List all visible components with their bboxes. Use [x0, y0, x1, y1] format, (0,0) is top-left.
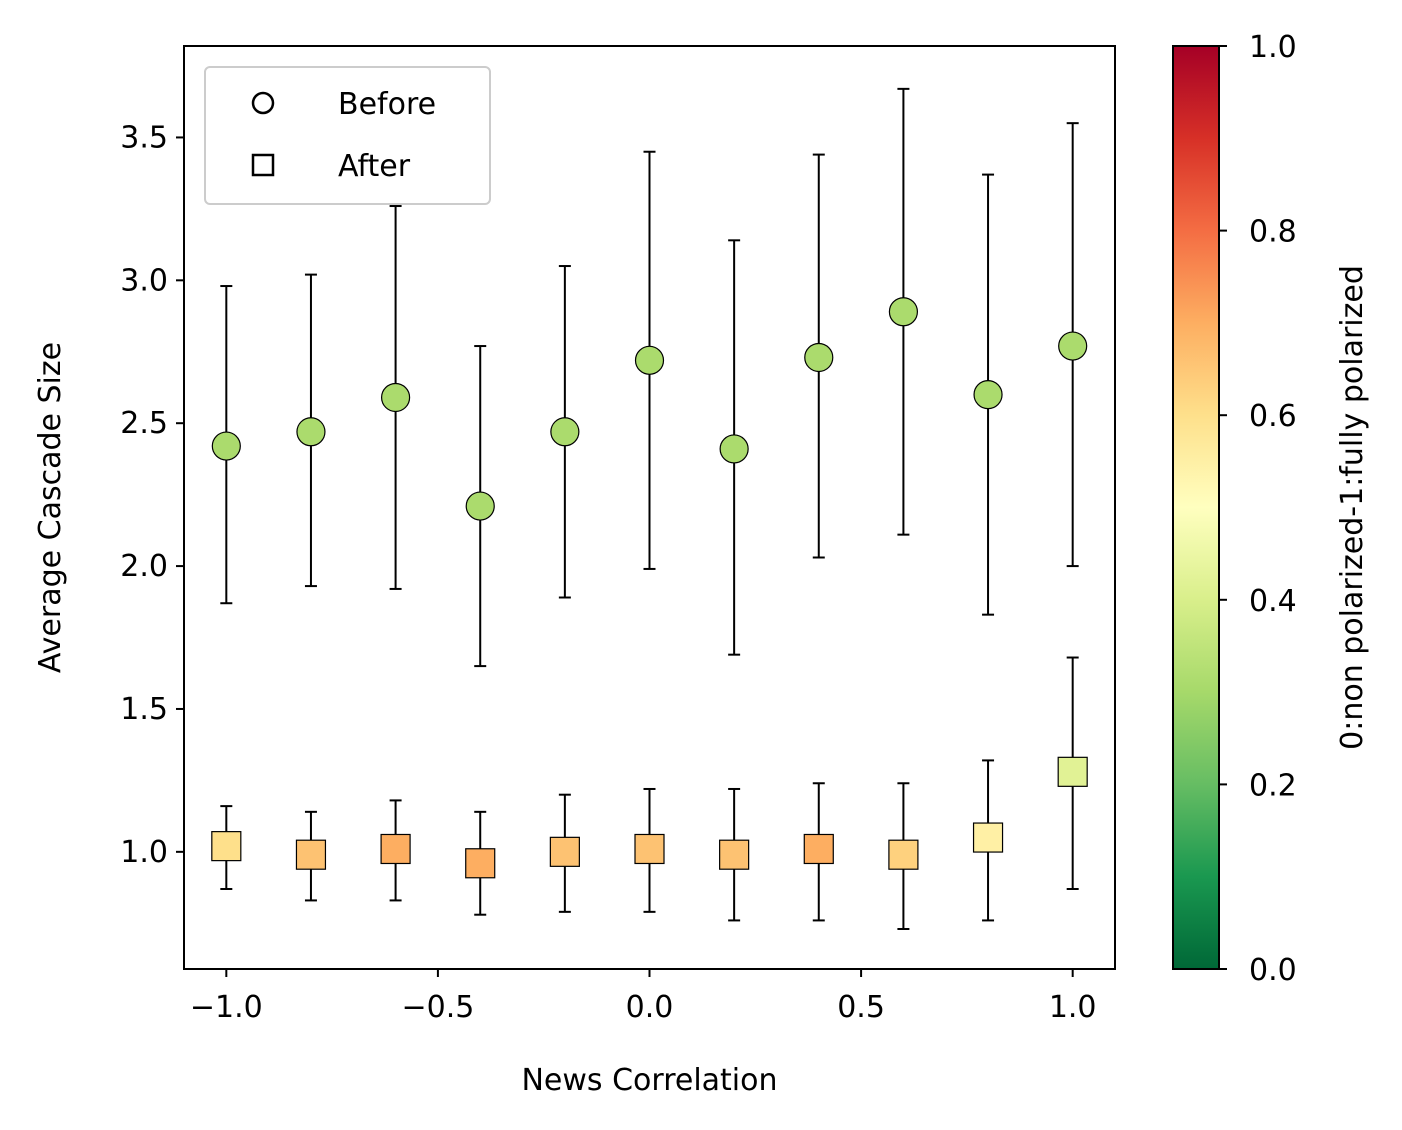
- colorbar-label: 0:non polarized-1:fully polarized: [1335, 265, 1370, 750]
- x-tick-label-0: −1.0: [190, 990, 263, 1025]
- point-before-10: [1058, 331, 1088, 361]
- legend-marker-after: [251, 153, 275, 177]
- colorbar-tick-label-4: 0.8: [1249, 215, 1297, 250]
- legend-label-before: Before: [338, 87, 436, 122]
- point-before-6: [719, 434, 749, 464]
- point-after-7: [803, 833, 834, 865]
- point-after-1: [295, 839, 327, 870]
- legend-label-after: After: [338, 149, 411, 184]
- x-tick-label-2: 0.0: [626, 990, 674, 1025]
- point-before-0: [211, 431, 241, 461]
- colorbar-tick-label-3: 0.6: [1249, 399, 1297, 434]
- legend: Before After: [204, 66, 491, 205]
- y-tick-label-4: 3.0: [120, 263, 168, 298]
- x-axis: −1.0 −0.5 0.0 0.5 1.0: [190, 969, 1097, 1025]
- point-before-1: [296, 417, 326, 447]
- colorbar-tick-label-1: 0.2: [1249, 768, 1297, 803]
- point-after-6: [719, 839, 750, 870]
- colorbar-tick-label-0: 0.0: [1249, 953, 1297, 988]
- y-tick-label-3: 2.5: [120, 406, 168, 441]
- point-before-7: [804, 342, 834, 373]
- colorbar: 0.0 0.2 0.4 0.6 0.8 1.0: [1172, 30, 1297, 988]
- colorbar-gradient: [1172, 45, 1220, 970]
- point-before-2: [380, 382, 411, 413]
- y-tick-label-1: 1.5: [120, 692, 168, 727]
- error-bars: [220, 87, 1079, 930]
- legend-marker-before: [251, 91, 275, 115]
- point-before-5: [634, 345, 665, 375]
- y-tick-label-5: 3.5: [120, 120, 168, 155]
- point-before-9: [973, 380, 1003, 410]
- y-axis-label: Average Cascade Size: [33, 342, 68, 673]
- point-after-2: [380, 833, 411, 865]
- point-after-9: [972, 822, 1004, 853]
- point-after-0: [211, 831, 242, 862]
- point-after-3: [465, 848, 496, 879]
- x-tick-label-1: −0.5: [401, 990, 474, 1025]
- y-tick-label-0: 1.0: [120, 835, 168, 870]
- legend-box: [204, 66, 491, 205]
- point-before-3: [465, 491, 495, 521]
- data-markers: [211, 297, 1088, 879]
- x-tick-label-4: 1.0: [1049, 990, 1097, 1025]
- point-after-5: [634, 833, 665, 865]
- point-after-8: [888, 839, 919, 870]
- y-tick-label-2: 2.0: [120, 549, 168, 584]
- x-tick-label-3: 0.5: [837, 990, 885, 1025]
- colorbar-tick-label-5: 1.0: [1249, 30, 1297, 65]
- point-after-4: [549, 836, 580, 867]
- colorbar-tick-label-2: 0.4: [1249, 584, 1297, 619]
- point-before-4: [550, 417, 580, 447]
- x-axis-label: News Correlation: [521, 1063, 777, 1098]
- point-after-10: [1057, 756, 1088, 787]
- point-before-8: [888, 297, 919, 327]
- y-axis: 1.0 1.5 2.0 2.5 3.0 3.5: [120, 120, 184, 870]
